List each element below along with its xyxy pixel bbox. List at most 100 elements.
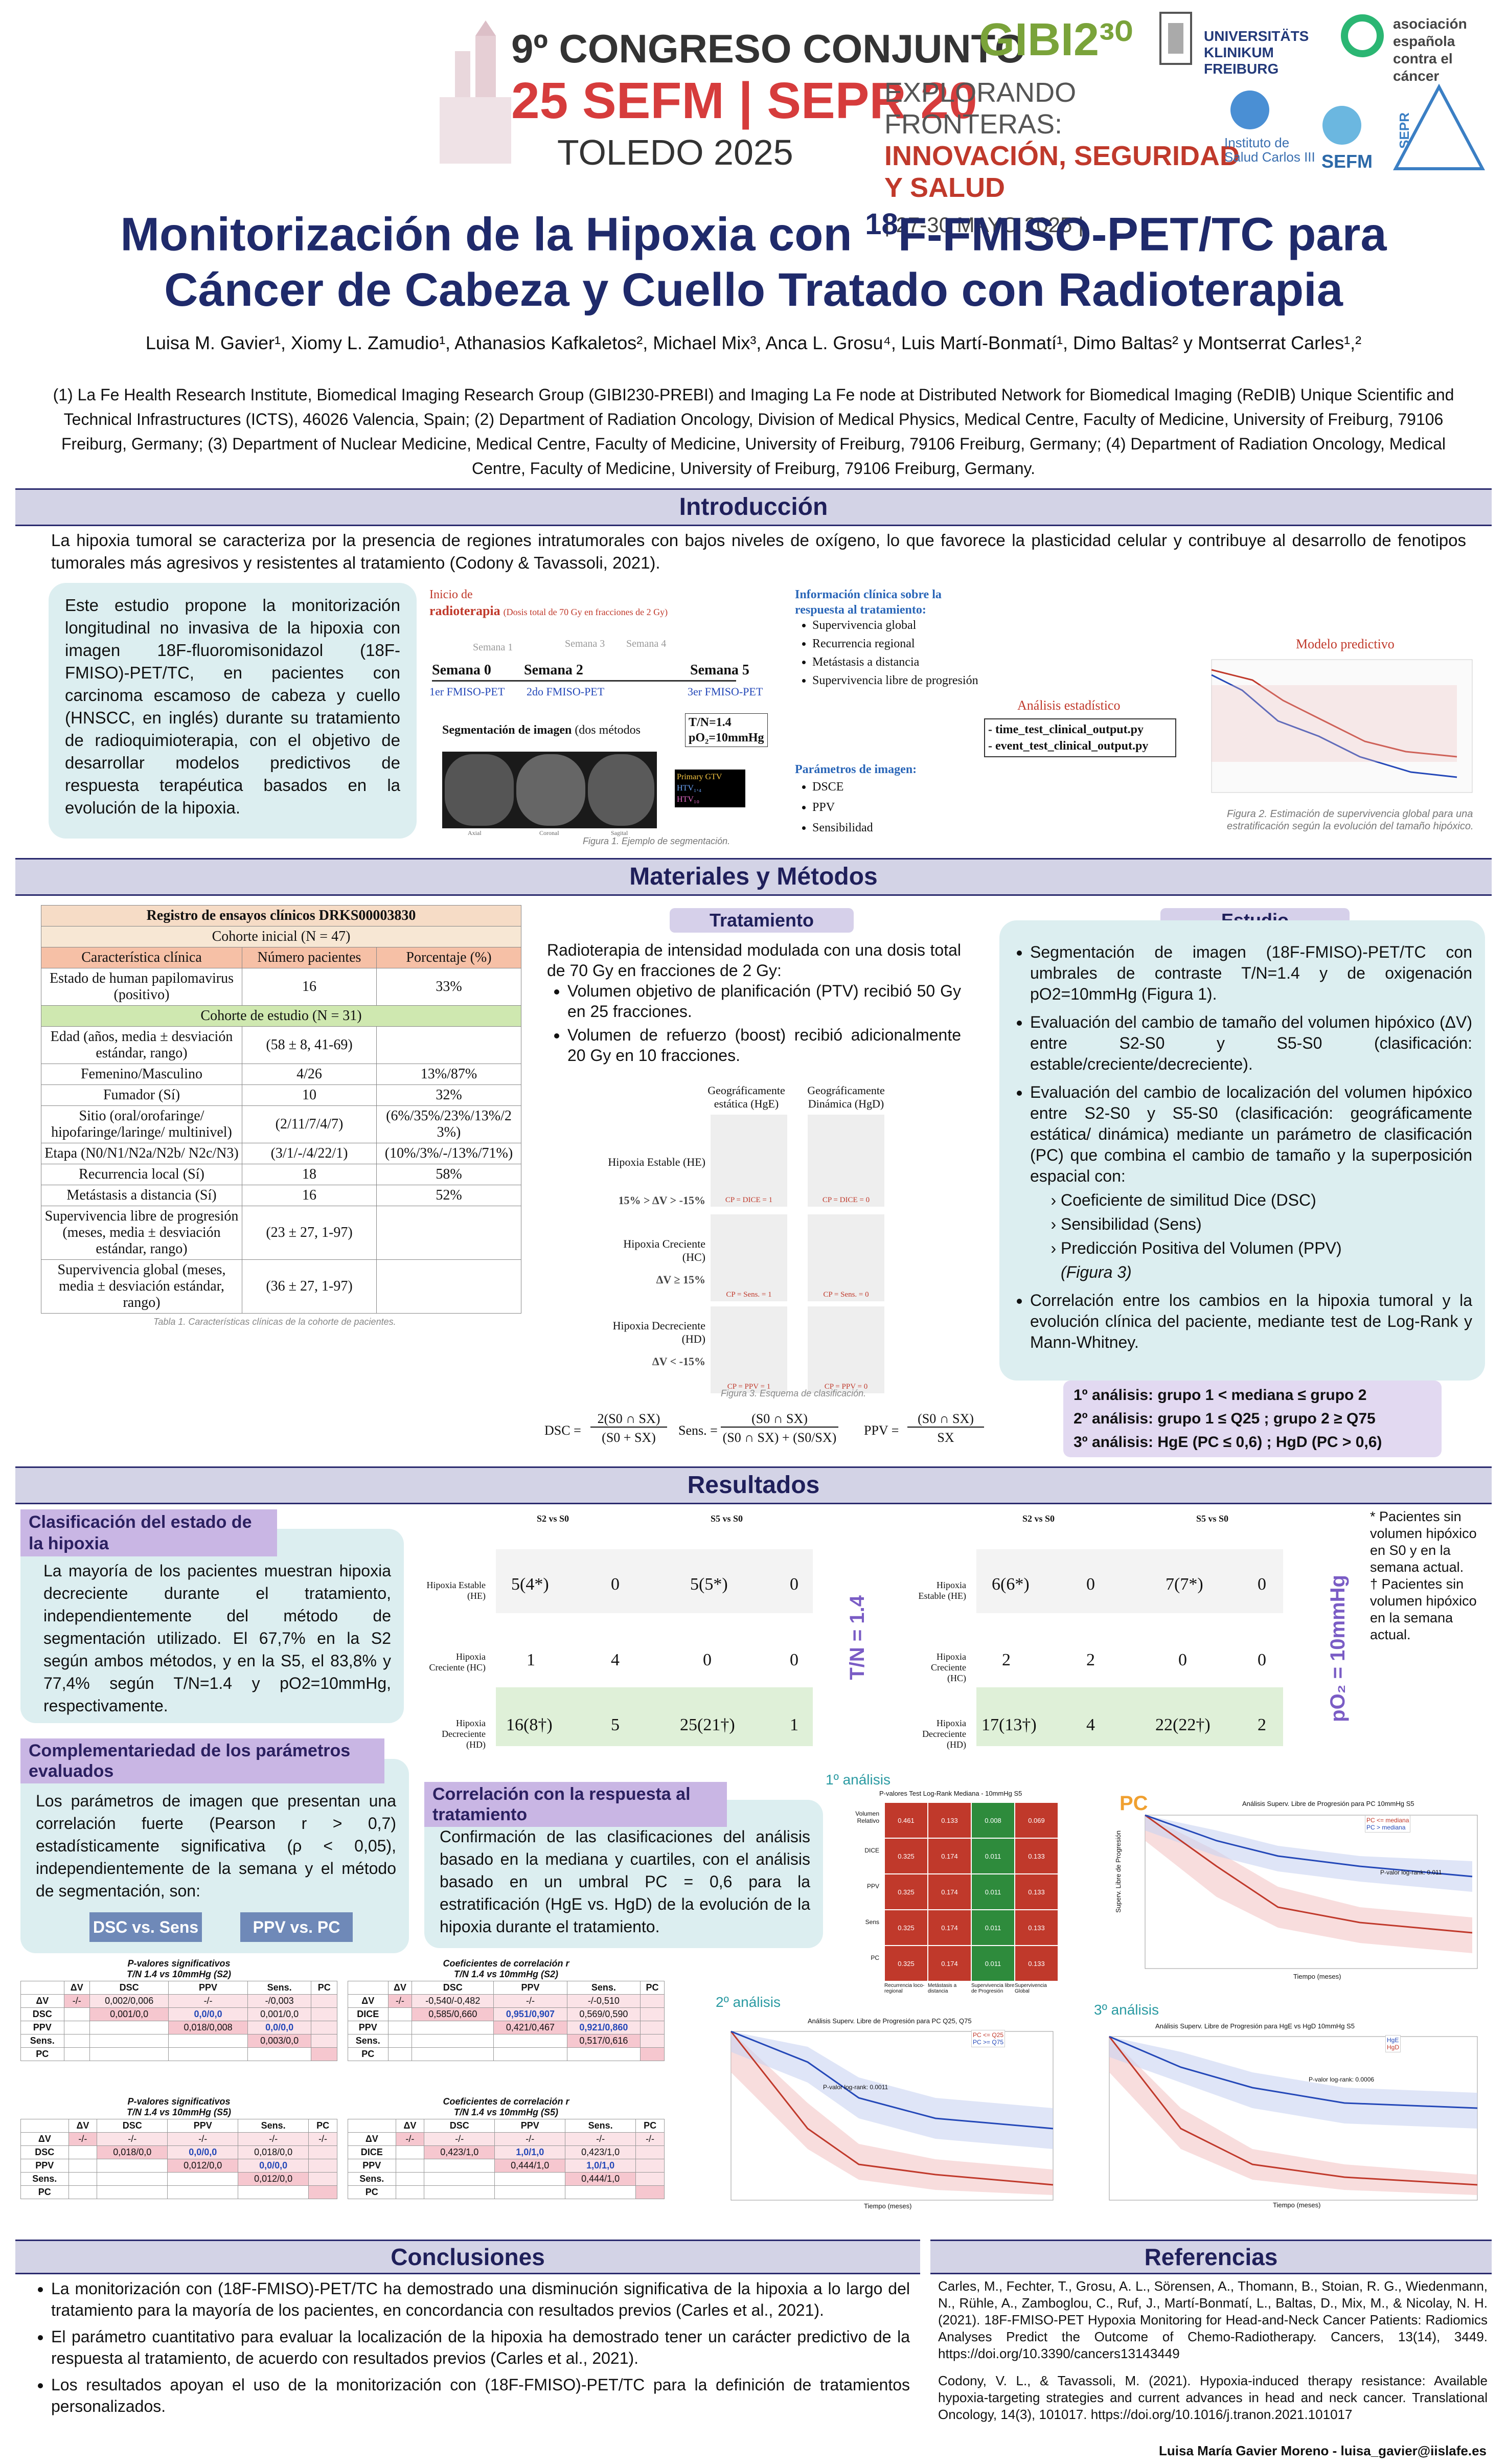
matrix-cell: 0,423/1,0 bbox=[424, 2145, 495, 2159]
logo-sefm: SEFM bbox=[1314, 102, 1380, 174]
clinical-item: Recurrencia regional bbox=[812, 636, 979, 651]
comp-title: Complementariedad de los parámetros eval… bbox=[20, 1738, 384, 1783]
matrix-cell bbox=[168, 2047, 248, 2061]
matrix-cell bbox=[424, 2159, 495, 2173]
matrix-cell bbox=[395, 2172, 425, 2186]
heatmap-cell: 0.325 bbox=[884, 1874, 928, 1910]
matrix-cell bbox=[494, 2172, 566, 2186]
title-line1: Monitorización de la Hipoxia con 18F-FMI… bbox=[120, 208, 1387, 261]
grid-cell: 0 bbox=[1178, 1651, 1187, 1669]
tl-week1: Semana 1 bbox=[473, 642, 513, 653]
scheme-he: Hipoxia Estable (HE) bbox=[608, 1156, 705, 1168]
seg-legend: Primary GTV HTV₁.₄ HTV₁₀ bbox=[675, 770, 745, 807]
matrix-cell bbox=[247, 2047, 312, 2061]
heatmap: P-valores Test Log-Rank Mediana - 10mmHg… bbox=[838, 1790, 1084, 1994]
heatmap-cell: 0.174 bbox=[928, 1874, 971, 1910]
seg-image-axial bbox=[445, 754, 514, 826]
analysis3: 3º análisis: HgE (PC ≤ 0,6) ; HgD (PC > … bbox=[1074, 1434, 1382, 1451]
pill-ppv-pc[interactable]: PPV vs. PC bbox=[240, 1912, 353, 1942]
heatmap-cell: 0.174 bbox=[928, 1946, 971, 1981]
matrix-cell: -/0,003 bbox=[247, 1994, 312, 2008]
analysis3-label: 3º análisis bbox=[1094, 2002, 1159, 2018]
seg-images bbox=[442, 752, 657, 828]
sefm-icon bbox=[1322, 106, 1361, 145]
matrix-cell bbox=[167, 2172, 239, 2186]
matrix-cell: 0,0/0,0 bbox=[168, 2007, 248, 2021]
matrix-header-cell: Sens. bbox=[247, 1981, 312, 1995]
matrix-cell bbox=[311, 2007, 337, 2021]
matrix-cell bbox=[311, 2021, 337, 2035]
heatmap-col-label: Metástasis a distancia bbox=[928, 1983, 957, 1994]
matrix-row: DICE 0,585/0,660 0,951/0,907 0,569/0,590 bbox=[348, 2007, 665, 2021]
poster-title: Monitorización de la Hipoxia con 18F-FMI… bbox=[20, 197, 1487, 318]
matrix-header-cell: DSC bbox=[97, 2119, 168, 2133]
matrix-cell bbox=[565, 2185, 636, 2199]
class-box: La mayoría de los pacientes muestran hip… bbox=[20, 1529, 404, 1723]
analysis1-label: 1º análisis bbox=[826, 1772, 890, 1788]
hpv-percent: 33% bbox=[376, 968, 521, 1006]
sens-num: (S0 ∩ SX) bbox=[721, 1411, 838, 1428]
matrix-cell bbox=[395, 2185, 425, 2199]
matrix-cell: -/- bbox=[493, 1994, 567, 2008]
study-bullet1: Segmentación de imagen (18F-FMISO)-PET/T… bbox=[1030, 942, 1472, 1005]
matrix-cell bbox=[308, 2172, 337, 2186]
cp-label: CP = Sens. = 0 bbox=[823, 1291, 869, 1299]
matrix-header-cell: PC bbox=[635, 2119, 665, 2133]
matrix-header-cell: PPV bbox=[167, 2119, 239, 2133]
analysis-box: 1º análisis: grupo 1 < mediana ≤ grupo 2… bbox=[1063, 1381, 1442, 1457]
table-row: Femenino/Masculino 4/26 13%/87% bbox=[41, 1064, 521, 1085]
scheme-col1: Geográficamente estática (HgE) bbox=[707, 1084, 785, 1110]
matrix-cell: -/- bbox=[167, 2132, 239, 2146]
scheme-cell: CP = DICE = 1 bbox=[711, 1115, 787, 1207]
grid-cell: 2 bbox=[1086, 1651, 1095, 1669]
reference-item: Codony, V. L., & Tavassoli, M. (2021). H… bbox=[938, 2373, 1488, 2422]
matrix-cell bbox=[424, 2185, 495, 2199]
matrix-cell bbox=[640, 1994, 665, 2008]
km1-title: Análisis Superv. Libre de Progresión par… bbox=[1242, 1800, 1414, 1807]
grid-row-he: Hipoxia Estable (HE) bbox=[918, 1580, 966, 1601]
title-line2: Cáncer de Cabeza y Cuello Tratado con Ra… bbox=[164, 263, 1343, 316]
grid-cell: 5 bbox=[611, 1715, 620, 1734]
table-row: Sitio (oral/orofaringe/ hipofaringe/lari… bbox=[41, 1105, 521, 1143]
matrix-cell: 0,0/0,0 bbox=[238, 2159, 309, 2173]
clinical-item: Metástasis a distancia bbox=[812, 654, 979, 670]
matrix-title: Coeficientes de correlación r bbox=[443, 2096, 569, 2107]
study-bullet3: Evaluación del cambio de localización de… bbox=[1030, 1082, 1472, 1283]
heatmap-cell: 0.133 bbox=[928, 1802, 971, 1838]
grid-row3-bg bbox=[496, 1687, 813, 1746]
matrix-row: PPV 0,444/1,0 1,0/1,0 bbox=[348, 2159, 665, 2173]
pill-dsc-sens[interactable]: DSC vs. Sens bbox=[89, 1912, 202, 1942]
scheme-cell: CP = Sens. = 0 bbox=[808, 1214, 884, 1301]
matrix-cell bbox=[308, 2145, 337, 2159]
conclusion-item: La monitorización con (18F-FMISO)-PET/TC… bbox=[51, 2278, 910, 2321]
matrix-header-cell: DSC bbox=[412, 1981, 494, 1995]
km3-title: Análisis Superv. Libre de Progresión par… bbox=[1155, 2022, 1355, 2030]
matrix-cell bbox=[63, 2021, 90, 2035]
matrix-cell bbox=[387, 2034, 413, 2048]
study-box: Este estudio propone la monitorización l… bbox=[49, 583, 417, 839]
heatmap-row-label: Volumen Relativo bbox=[855, 1810, 879, 1824]
grid-cell: 16(8†) bbox=[506, 1715, 553, 1734]
figure3-caption: Figura 3. Esquema de clasificación. bbox=[721, 1388, 866, 1398]
table-row: Supervivencia global (meses, media ± des… bbox=[41, 1259, 521, 1314]
matrix-cell: DSC bbox=[20, 2007, 64, 2021]
grid-cell: 0 bbox=[1258, 1651, 1266, 1669]
heatmap-cell: 0.011 bbox=[971, 1910, 1015, 1946]
matrix-cell bbox=[89, 2034, 169, 2048]
matrix-cell bbox=[493, 2047, 567, 2061]
study-sub1: Coeficiente de similitud Dice (DSC) bbox=[1061, 1190, 1472, 1211]
matrix-header-cell: PPV bbox=[494, 2119, 566, 2133]
matrix-cell: PPV bbox=[20, 2021, 64, 2035]
seg-image-coronal bbox=[516, 754, 585, 826]
matrix-cell: 0,018/0,0 bbox=[97, 2145, 168, 2159]
study-sub2: Sensibilidad (Sens) bbox=[1061, 1214, 1472, 1235]
analysis1: 1º análisis: grupo 1 < mediana ≤ grupo 2 bbox=[1074, 1387, 1367, 1404]
matrix-cell: Sens. bbox=[20, 2172, 69, 2186]
matrix-header-cell: DSC bbox=[89, 1981, 169, 1995]
logo-aecc: asociación española contra el cáncer bbox=[1339, 10, 1503, 84]
km3-p: P-valor log-rank: 0.0006 bbox=[1309, 2076, 1375, 2083]
grid-s2: S2 vs S0 bbox=[537, 1513, 569, 1524]
matrix-cell: 0,018/0,008 bbox=[168, 2021, 248, 2035]
matrix-cell: 0,012/0,0 bbox=[167, 2159, 239, 2173]
matrix-title: P-valores significativos bbox=[127, 1958, 231, 1969]
